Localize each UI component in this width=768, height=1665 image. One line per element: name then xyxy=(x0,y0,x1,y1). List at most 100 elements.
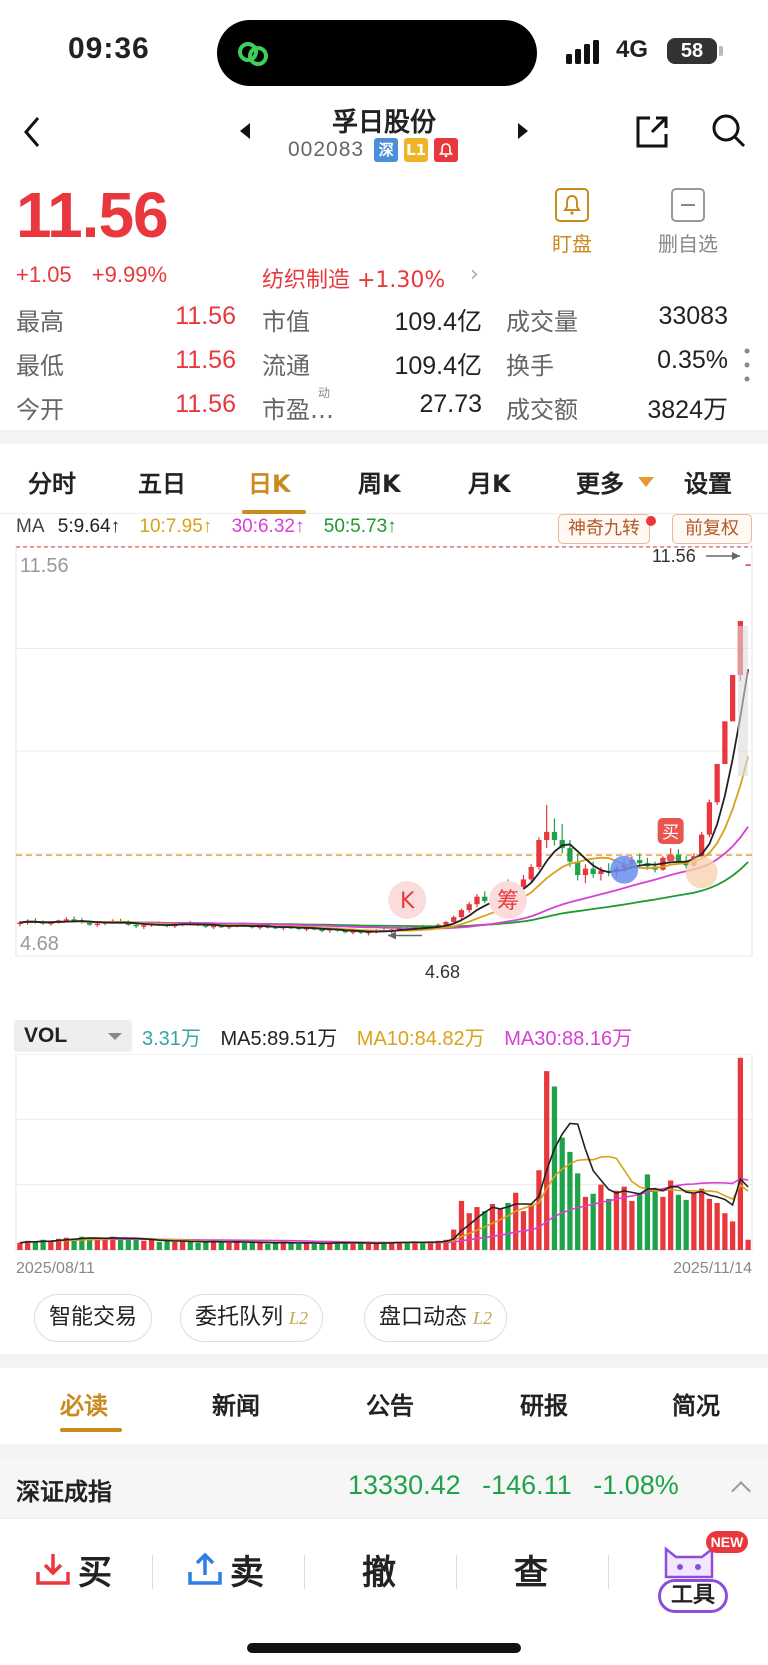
tab-more[interactable]: 更多 xyxy=(576,470,624,498)
candle xyxy=(319,929,325,932)
tools-button[interactable]: 工具 NEW xyxy=(644,1531,748,1629)
prev-stock-icon[interactable] xyxy=(238,122,252,140)
sell-button[interactable]: 卖 xyxy=(186,1539,264,1599)
candle xyxy=(133,924,139,927)
next-stock-icon[interactable] xyxy=(516,122,530,140)
network-label: 4G xyxy=(616,36,649,63)
volume-bar xyxy=(234,1241,240,1250)
volume-indicator-select[interactable]: VOL xyxy=(14,1020,132,1052)
cancel-order-button[interactable]: 撤 xyxy=(362,1539,396,1599)
volume-legend: VOL 3.31万 MA5:89.51万 MA10:84.82万 MA30:88… xyxy=(14,1020,768,1052)
stat-value-low: 11.56 xyxy=(175,346,236,374)
tab-five-day[interactable]: 五日 xyxy=(138,470,186,498)
volume-bar xyxy=(466,1213,472,1250)
stat-value-high: 11.56 xyxy=(175,302,236,330)
index-change: -146.11 xyxy=(482,1470,572,1500)
volume-chart[interactable] xyxy=(0,1054,768,1268)
status-time: 09:36 xyxy=(68,32,150,65)
search-icon[interactable] xyxy=(710,112,748,150)
order-book-dynamics-button[interactable]: 盘口动态 L2 xyxy=(364,1294,508,1342)
index-ticker[interactable]: 深证成指 13330.42 -146.11 -1.08% xyxy=(0,1458,768,1518)
buy-label: 买 xyxy=(78,1552,112,1593)
stat-label-low: 最低 xyxy=(16,352,64,380)
remove-label: 删自选 xyxy=(658,232,718,256)
volume-bar xyxy=(660,1196,666,1250)
volume-bar xyxy=(110,1236,116,1250)
volume-bar xyxy=(94,1239,100,1250)
remove-watchlist-button[interactable]: 删自选 xyxy=(648,188,728,257)
tab-settings[interactable]: 设置 xyxy=(684,470,732,498)
divider xyxy=(0,1354,768,1368)
signal-marker[interactable] xyxy=(488,881,527,919)
volume-values: 3.31万 MA5:89.51万 MA10:84.82万 MA30:88.16万 xyxy=(142,1022,646,1051)
candle xyxy=(520,879,527,887)
stat-label-high: 最高 xyxy=(16,308,64,336)
order-queue-button[interactable]: 委托队列 L2 xyxy=(180,1294,324,1342)
hint-circle-icon[interactable] xyxy=(685,856,718,889)
active-info-tab-indicator xyxy=(60,1428,122,1432)
volume-bar xyxy=(79,1236,85,1250)
candle xyxy=(675,854,682,862)
volume-bar xyxy=(652,1188,658,1250)
candlestick-chart[interactable]: K 筹 买 11.56 4.68 11.56 4.68 xyxy=(0,546,768,1016)
watch-button[interactable]: 盯盘 xyxy=(532,188,612,257)
stat-value-float: 109.4亿 xyxy=(394,352,482,380)
buy-signal-marker[interactable] xyxy=(657,818,684,844)
tab-must-read[interactable]: 必读 xyxy=(60,1392,108,1420)
buy-button[interactable]: 买 xyxy=(34,1539,112,1599)
volume-bar xyxy=(373,1242,379,1250)
volume-bar xyxy=(621,1186,627,1250)
volume-bar xyxy=(319,1242,325,1250)
divider xyxy=(0,1444,768,1458)
divider xyxy=(456,1555,457,1589)
volume-bar xyxy=(443,1239,449,1250)
chevron-right-icon[interactable]: › xyxy=(470,262,479,287)
volume-bar xyxy=(156,1241,162,1250)
tab-news[interactable]: 新闻 xyxy=(212,1392,260,1420)
high-price-label: 11.56 xyxy=(652,546,696,566)
back-icon[interactable] xyxy=(20,114,44,150)
candle xyxy=(536,840,542,867)
more-vertical-icon[interactable] xyxy=(744,348,750,382)
tab-announcements[interactable]: 公告 xyxy=(366,1392,414,1420)
cat-mascot-icon xyxy=(664,1546,714,1579)
query-button[interactable]: 查 xyxy=(514,1539,548,1599)
stock-name: 孚日股份 xyxy=(331,108,436,138)
volume-bar xyxy=(164,1240,170,1250)
gamepad-icon[interactable] xyxy=(610,855,639,884)
volume-bar xyxy=(598,1184,604,1250)
smart-trade-button[interactable]: 智能交易 xyxy=(34,1294,153,1342)
divider xyxy=(304,1555,305,1589)
adjust-price-button[interactable]: 前复权 xyxy=(672,514,752,544)
tab-monthly-k[interactable]: 月K xyxy=(468,470,511,498)
stat-label-amount: 成交额 xyxy=(506,396,578,424)
candle xyxy=(590,868,596,874)
alert-bell-icon[interactable] xyxy=(434,138,459,162)
candle xyxy=(551,831,558,841)
sector-link[interactable]: 纺织制造 +1.30% xyxy=(262,268,446,293)
chevron-up-icon[interactable] xyxy=(731,1481,751,1501)
magic-nine-button[interactable]: 神奇九转 xyxy=(558,514,650,544)
change-amount: +1.05 xyxy=(16,262,72,287)
signal-marker[interactable] xyxy=(388,881,427,919)
volume-bar xyxy=(342,1242,348,1250)
signal-icon xyxy=(566,40,599,64)
stat-value-amount: 3824万 xyxy=(647,396,728,424)
share-icon[interactable] xyxy=(634,114,670,150)
tab-profile[interactable]: 简况 xyxy=(672,1392,720,1420)
divider xyxy=(0,430,768,444)
volume-bar xyxy=(296,1243,302,1250)
tab-intraday[interactable]: 分时 xyxy=(28,470,76,498)
volume-bar xyxy=(381,1241,387,1250)
volume-bar xyxy=(482,1211,488,1250)
ma5-value: 5:9.64↑ xyxy=(57,516,121,537)
index-values: 13330.42 -146.11 -1.08% xyxy=(348,1470,693,1501)
candle xyxy=(63,919,69,921)
tab-daily-k[interactable]: 日K xyxy=(248,470,291,498)
tab-weekly-k[interactable]: 周K xyxy=(358,470,401,498)
status-bar: 09:36 4G 58 xyxy=(0,0,768,100)
tab-research[interactable]: 研报 xyxy=(520,1392,568,1420)
volume-bar xyxy=(148,1239,155,1250)
divider xyxy=(608,1555,609,1589)
dropdown-icon[interactable] xyxy=(636,476,656,488)
